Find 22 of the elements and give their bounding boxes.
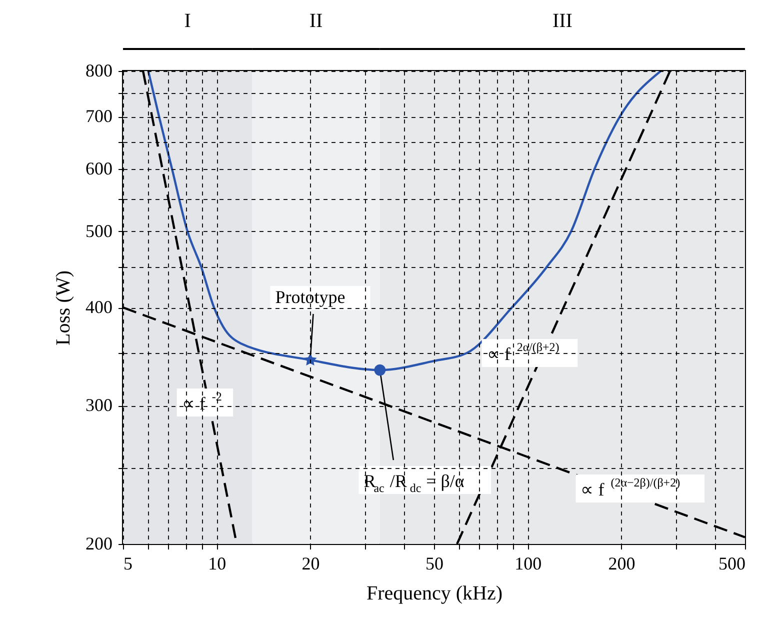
y-tick-label: 300 — [86, 395, 112, 416]
y-tick-label: 400 — [86, 297, 112, 317]
x-tick-label: 20 — [302, 554, 320, 574]
x-tick-label: 100 — [514, 554, 542, 574]
y-tick-label: 800 — [86, 60, 112, 80]
band-label: I — [184, 10, 191, 32]
y-tick-label: 500 — [86, 220, 112, 241]
annotation: ∝ f(2α−2β)/(β+2) — [580, 476, 680, 500]
band-label: III — [552, 10, 572, 32]
x-tick-label: 500 — [718, 554, 746, 574]
y-tick-label: 700 — [86, 106, 112, 126]
y-tick-label: 200 — [86, 534, 112, 554]
y-tick-label: 600 — [86, 158, 112, 179]
x-tick-label: 5 — [124, 554, 132, 574]
x-axis-title: Frequency (kHz) — [366, 582, 503, 604]
y-axis-title: Loss (W) — [52, 270, 74, 346]
annotation: Prototype — [275, 286, 346, 307]
annotation: ∝ f-2 — [182, 390, 222, 414]
band-label: II — [309, 10, 323, 32]
x-tick-label: 200 — [608, 554, 636, 574]
x-tick-label: 10 — [208, 554, 226, 574]
x-tick-label: 50 — [426, 554, 444, 574]
